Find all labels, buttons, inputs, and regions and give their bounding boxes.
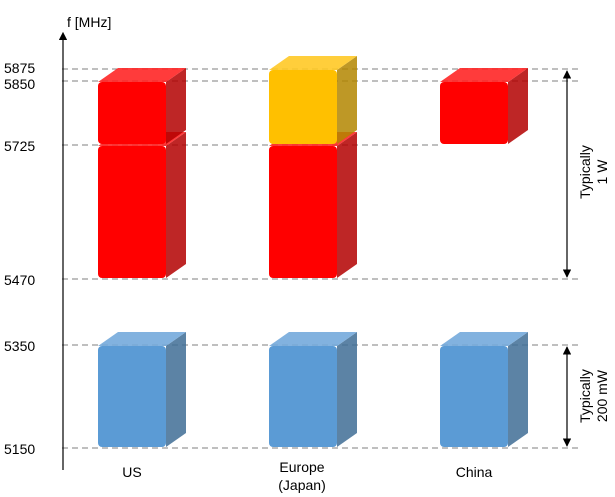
tick-label-5150: 5150 [4, 441, 35, 457]
band-box-side-face [508, 332, 528, 447]
tick-label-5470: 5470 [4, 272, 35, 288]
band-box-front-face [98, 346, 166, 447]
band-box-front-face [98, 146, 166, 278]
lower-power-note: Typically 200 mW [577, 369, 610, 423]
upper-power-line2: 1 W [594, 159, 610, 185]
band-box-top-face [98, 332, 186, 346]
band-box-europe-japan-5470-5725 [269, 132, 357, 278]
upper-power-note: Typically 1 W [577, 145, 610, 199]
band-box-side-face [337, 132, 357, 278]
band-box-side-face [337, 332, 357, 447]
upper-power-line1: Typically [577, 145, 593, 199]
band-box-side-face [166, 68, 186, 144]
band-box-top-face [269, 56, 357, 70]
band-box-front-face [269, 346, 337, 447]
band-box-us-5725-5850 [98, 68, 186, 144]
band-box-front-face [269, 146, 337, 278]
band-box-china-5150-5350 [440, 332, 528, 447]
tick-labels: 5875 5850 5725 5470 5350 5150 [4, 60, 35, 457]
tick-label-5725: 5725 [4, 138, 35, 154]
region-label-europe: Europe [279, 459, 324, 475]
axis-label: f [MHz] [67, 14, 111, 30]
band-box-front-face [440, 82, 508, 144]
band-box-top-face [269, 332, 357, 346]
tick-label-5875: 5875 [4, 60, 35, 76]
band-box-side-face [508, 68, 528, 144]
tick-label-5350: 5350 [4, 338, 35, 354]
band-box-top-face [440, 68, 528, 82]
tick-label-5850: 5850 [4, 76, 35, 92]
band-box-top-face [440, 332, 528, 346]
band-box-us-5150-5350 [98, 332, 186, 447]
region-label-china: China [456, 464, 493, 480]
band-box-top-face [98, 68, 186, 82]
band-box-china-5725-5850 [440, 68, 528, 144]
band-box-europe-japan-5150-5350 [269, 332, 357, 447]
lower-power-line1: Typically [577, 369, 593, 423]
band-box-us-5470-5725 [98, 132, 186, 278]
region-label-us: US [122, 464, 141, 480]
band-box-front-face [269, 70, 337, 144]
band-box-side-face [166, 332, 186, 447]
band-box-side-face [166, 132, 186, 278]
band-box-europe-japan-5725-5875 [269, 56, 357, 144]
band-boxes [98, 56, 528, 447]
region-label-japan: (Japan) [278, 477, 325, 493]
band-box-front-face [440, 346, 508, 447]
band-box-front-face [98, 82, 166, 144]
lower-power-line2: 200 mW [594, 369, 610, 422]
band-box-side-face [337, 56, 357, 144]
